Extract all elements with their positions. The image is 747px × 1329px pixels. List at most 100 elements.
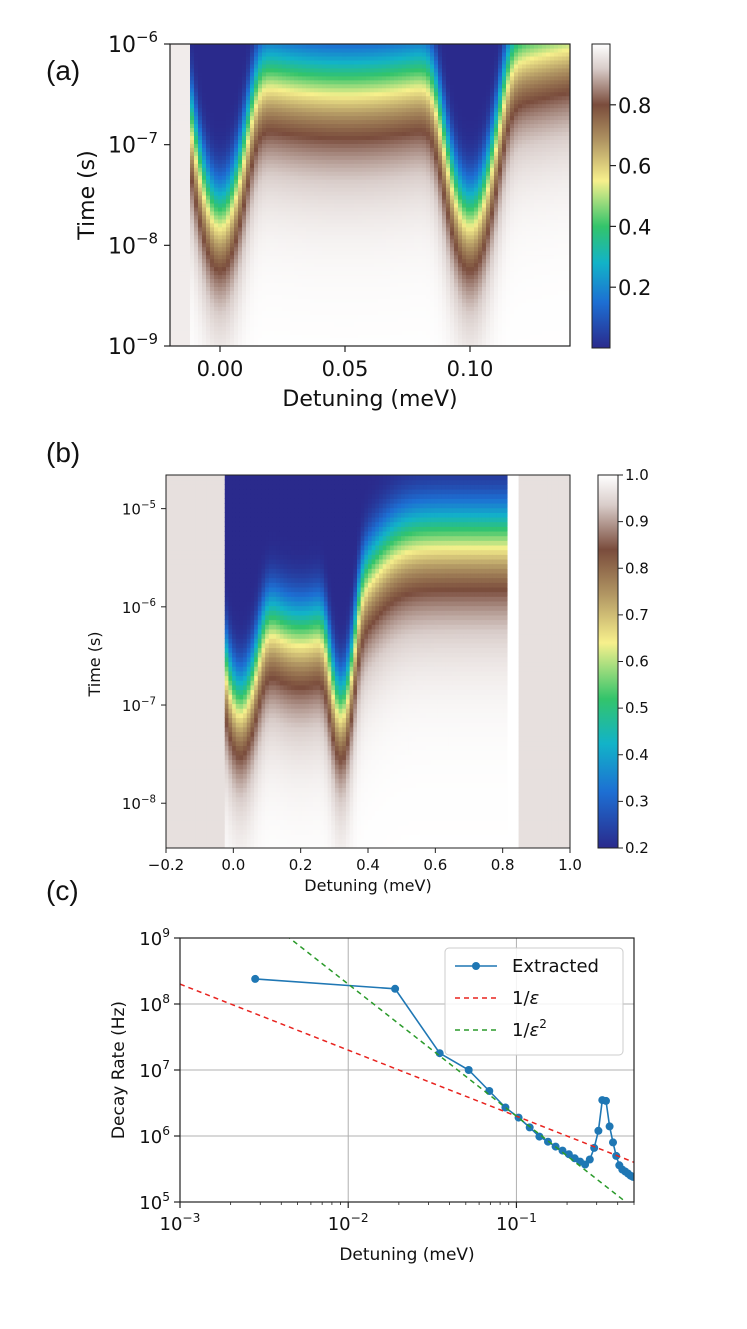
heatmap-cell-a [270, 254, 275, 260]
heatmap-cell-a [294, 163, 299, 168]
heatmap-cell-a [346, 258, 351, 264]
heatmap-cell-a [410, 103, 415, 109]
heatmap-cell-a [430, 171, 435, 176]
heatmap-cell-a [174, 230, 179, 236]
heatmap-cell-a [346, 111, 351, 117]
heatmap-cell-a [358, 230, 363, 236]
heatmap-cell-a [250, 63, 255, 69]
heatmap-cell-a [286, 286, 291, 291]
heatmap-cell-a [378, 198, 383, 204]
heatmap-cell-a [426, 51, 431, 57]
heatmap-cell-a [350, 226, 355, 232]
heatmap-cell-a [326, 95, 331, 101]
heatmap-cell-a [398, 63, 403, 69]
heatmap-cell-a [174, 159, 179, 164]
heatmap-cell-a [330, 314, 335, 319]
heatmap-cell-a [290, 71, 295, 77]
heatmap-cell-a [406, 206, 411, 212]
heatmap-cell-a [190, 139, 195, 144]
heatmap-cell-a [206, 71, 211, 77]
heatmap-cell-a [198, 191, 203, 196]
heatmap-cell-a [170, 210, 175, 216]
heatmap-cell-a [226, 222, 231, 228]
heatmap-cell-a [230, 278, 235, 284]
heatmap-cell-a [210, 250, 215, 256]
heatmap-cell-a [170, 306, 175, 311]
heatmap-cell-a [342, 238, 347, 244]
heatmap-cell-a [430, 298, 435, 303]
heatmap-cell-a [202, 230, 207, 236]
heatmap-cell-a [278, 282, 283, 287]
heatmap-cell-a [190, 274, 195, 280]
heatmap-cell-a [330, 310, 335, 315]
heatmap-cell-a [330, 59, 335, 65]
heatmap-cell-a [226, 127, 231, 133]
heatmap-cell-a [202, 91, 207, 97]
heatmap-cell-a [266, 139, 271, 144]
heatmap-cell-a [402, 310, 407, 315]
heatmap-cell-a [350, 334, 355, 339]
heatmap-cell-a [282, 322, 287, 327]
heatmap-cell-a [186, 222, 191, 228]
heatmap-cell-a [290, 143, 295, 148]
heatmap-cell-a [374, 47, 379, 53]
heatmap-cell-a [370, 294, 375, 299]
heatmap-cell-a [326, 338, 331, 343]
heatmap-cell-a [410, 175, 415, 180]
heatmap-cell-a [386, 103, 391, 109]
heatmap-cell-a [374, 195, 379, 200]
heatmap-cell-a [266, 179, 271, 184]
heatmap-cell-a [406, 151, 411, 156]
heatmap-cell-a [230, 107, 235, 113]
heatmap-cell-a [258, 198, 263, 204]
heatmap-cell-a [246, 338, 251, 343]
heatmap-cell-a [214, 163, 219, 168]
heatmap-cell-a [262, 234, 267, 240]
heatmap-cell-a [414, 234, 419, 240]
heatmap-cell-a [390, 278, 395, 284]
heatmap-cell-a [374, 187, 379, 192]
heatmap-cell-a [422, 254, 427, 260]
heatmap-cell-a [426, 163, 431, 168]
heatmap-cell-a [414, 99, 419, 105]
heatmap-cell-a [406, 99, 411, 105]
heatmap-cell-a [274, 51, 279, 57]
heatmap-cell-a [302, 338, 307, 343]
heatmap-cell-a [398, 183, 403, 188]
heatmap-cell-a [186, 59, 191, 65]
heatmap-cell-a [418, 183, 423, 188]
heatmap-cell-a [218, 115, 223, 121]
heatmap-cell-a [342, 334, 347, 339]
heatmap-cell-a [390, 318, 395, 323]
heatmap-cell-a [206, 254, 211, 260]
heatmap-cell-a [426, 306, 431, 311]
heatmap-cell-a [198, 79, 203, 85]
heatmap-cell-a [386, 63, 391, 69]
heatmap-cell-a [278, 103, 283, 109]
heatmap-cell-a [262, 111, 267, 117]
heatmap-cell-a [298, 44, 303, 49]
heatmap-cell-a [226, 314, 231, 319]
heatmap-cell-a [274, 306, 279, 311]
heatmap-cell-a [234, 270, 239, 276]
heatmap-cell-a [246, 131, 251, 136]
heatmap-cell-a [258, 306, 263, 311]
heatmap-cell-a [202, 242, 207, 248]
heatmap-cell-a [294, 195, 299, 200]
heatmap-cell-a [210, 171, 215, 176]
heatmap-cell-a [262, 191, 267, 196]
heatmap-cell-a [202, 131, 207, 136]
heatmap-cell-a [306, 294, 311, 299]
heatmap-cell-a [342, 59, 347, 65]
heatmap-cell-a [322, 151, 327, 156]
heatmap-cell-a [262, 266, 267, 272]
heatmap-cell-a [246, 99, 251, 105]
heatmap-cell-a [402, 338, 407, 343]
heatmap-cell-a [422, 171, 427, 176]
heatmap-cell-a [202, 67, 207, 73]
heatmap-cell-a [390, 214, 395, 220]
heatmap-cell-a [330, 298, 335, 303]
heatmap-cell-a [278, 210, 283, 216]
heatmap-cell-a [290, 198, 295, 204]
heatmap-cell-a [406, 290, 411, 295]
